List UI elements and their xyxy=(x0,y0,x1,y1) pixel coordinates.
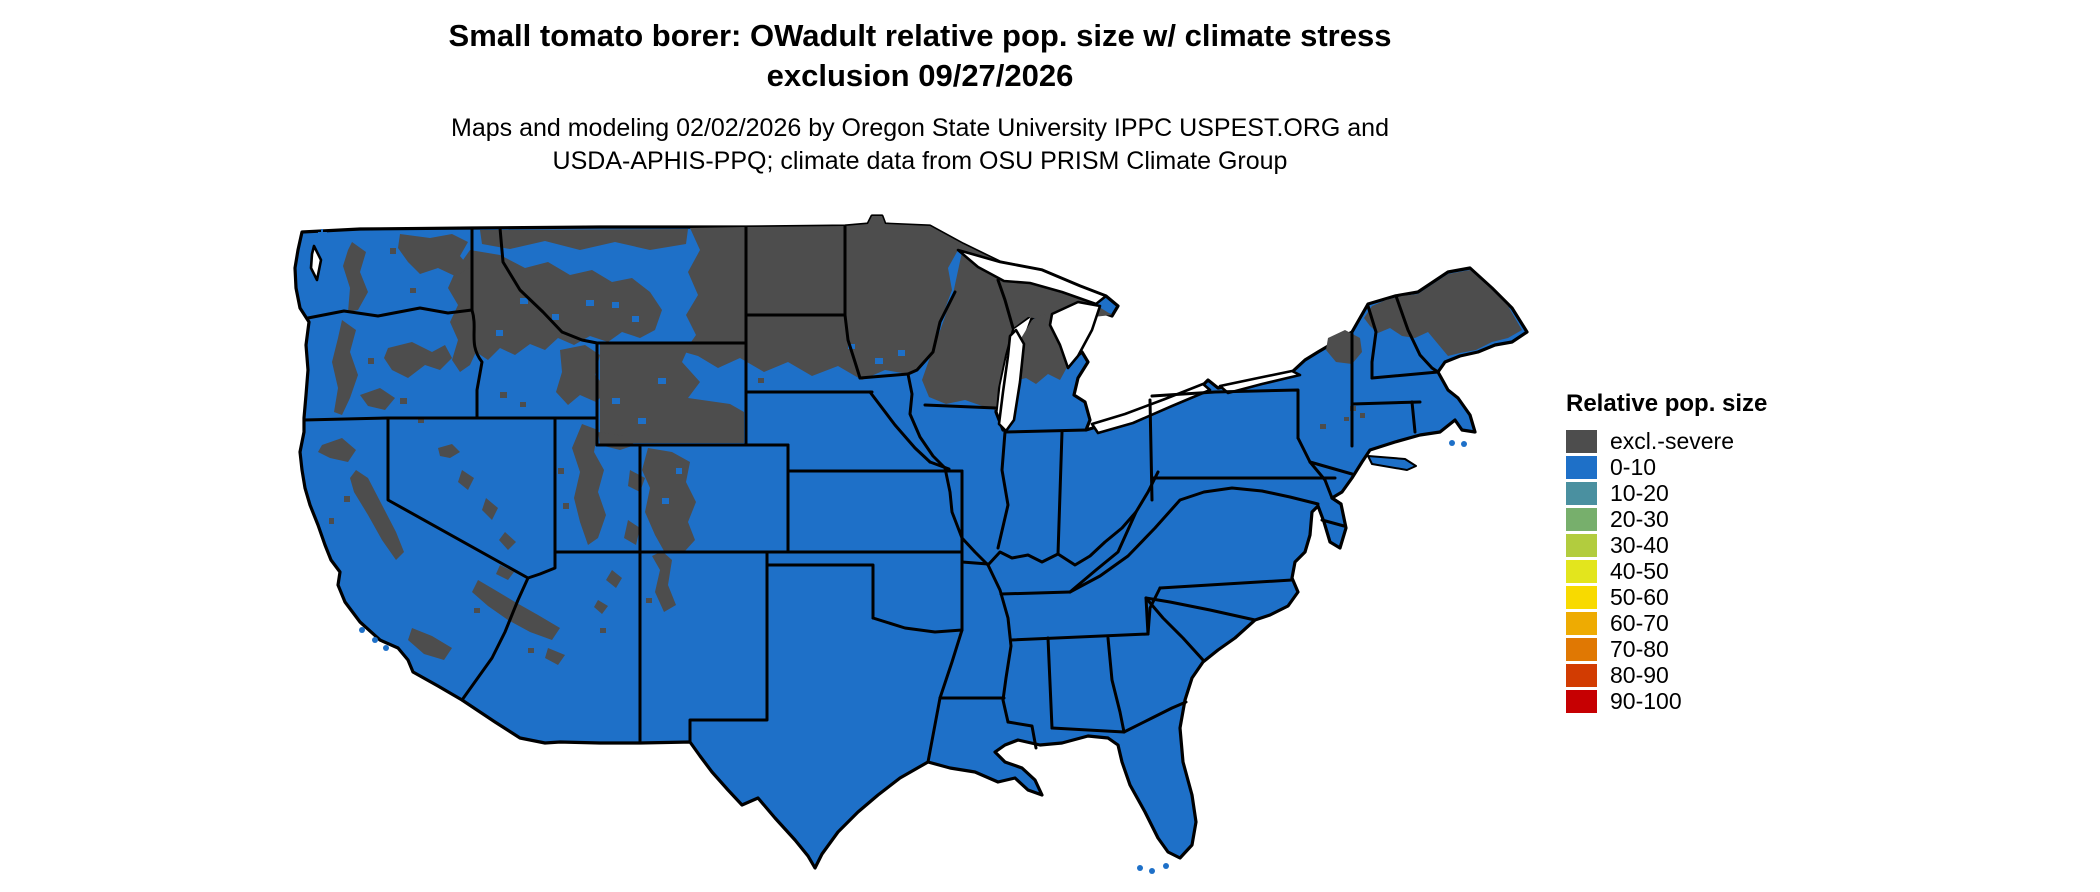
excluded-sierra-nevada xyxy=(350,470,404,560)
legend-item-label: 20-30 xyxy=(1610,505,1669,532)
florida-key xyxy=(1149,868,1155,874)
legend-item: excl.-severe xyxy=(1566,428,1767,454)
excluded-severe-regions xyxy=(318,216,1522,665)
excluded-nevada-1 xyxy=(438,444,460,458)
excluded-utah-wasatch xyxy=(572,424,606,545)
legend-item: 70-80 xyxy=(1566,636,1767,662)
excluded-north-arizona xyxy=(496,565,514,580)
legend-swatch xyxy=(1566,507,1597,531)
excluded-montana-top xyxy=(480,229,688,250)
excluded-blue-mountains xyxy=(384,342,452,378)
legend-item-label: 60-70 xyxy=(1610,609,1669,636)
nantucket-island xyxy=(1449,440,1455,446)
state-borders xyxy=(302,224,1440,764)
excluded-nm-west-1 xyxy=(606,570,622,588)
excluded-or-cascades xyxy=(332,320,358,415)
page-title-line1: Small tomato borer: OWadult relative pop… xyxy=(448,18,1392,53)
excluded-north-plains xyxy=(684,216,1000,380)
legend-items: excl.-severe 0-10 10-20 20-30 30-40 40-50 50-6… xyxy=(1566,428,1767,714)
legend-item: 40-50 xyxy=(1566,558,1767,584)
excluded-ne-washington xyxy=(398,234,470,276)
legend-item-label: 50-60 xyxy=(1610,583,1669,610)
legend-swatch xyxy=(1566,455,1597,479)
excluded-speckles xyxy=(329,248,1365,653)
legend-swatch xyxy=(1566,637,1597,661)
legend-title: Relative pop. size xyxy=(1566,390,1768,417)
excluded-nevada-2 xyxy=(458,470,474,490)
page-subtitle-line1: Maps and modeling 02/02/2026 by Oregon S… xyxy=(451,114,1389,142)
legend-swatch xyxy=(1566,585,1597,609)
legend-item-label: 80-90 xyxy=(1610,661,1669,688)
excluded-sangre-nm xyxy=(652,551,676,612)
long-island xyxy=(1367,455,1417,471)
legend-item-label: 70-80 xyxy=(1610,635,1669,662)
legend-swatch xyxy=(1566,429,1597,453)
excluded-socal-mountains xyxy=(408,628,452,660)
legend-swatch xyxy=(1566,533,1597,557)
legend: Relative pop. size excl.-severe 0-10 10-20… xyxy=(1566,390,1767,714)
excluded-wisconsin-up xyxy=(922,252,1112,410)
legend-swatch xyxy=(1566,689,1597,713)
excluded-nm-west-2 xyxy=(594,600,608,614)
channel-island xyxy=(383,645,389,651)
lake-michigan xyxy=(997,328,1026,433)
marthas-vineyard-island xyxy=(1461,441,1467,447)
excluded-se-arizona xyxy=(545,648,565,665)
excluded-nevada-4 xyxy=(499,532,516,550)
legend-item-label: 90-100 xyxy=(1610,687,1682,714)
legend-item-label: excl.-severe xyxy=(1610,427,1734,454)
page-subtitle-line2: USDA-APHIS-PPQ; climate data from OSU PR… xyxy=(552,147,1288,175)
excluded-nevada-3 xyxy=(482,498,498,520)
legend-item: 0-10 xyxy=(1566,454,1767,480)
puget-sound xyxy=(309,244,323,282)
excluded-south-oregon xyxy=(360,388,395,410)
legend-swatch xyxy=(1566,663,1597,687)
florida-key xyxy=(1163,863,1169,869)
lake-superior xyxy=(956,248,1108,306)
islands xyxy=(318,229,1467,874)
legend-item: 90-100 xyxy=(1566,688,1767,714)
legend-item-label: 10-20 xyxy=(1610,479,1669,506)
legend-item: 50-60 xyxy=(1566,584,1767,610)
excluded-se-idaho xyxy=(556,345,608,405)
legend-item-label: 40-50 xyxy=(1610,557,1669,584)
excluded-colorado-south xyxy=(624,520,640,545)
page-title-line2: exclusion 09/27/2026 xyxy=(766,58,1074,93)
channel-island xyxy=(359,627,365,633)
legend-swatch xyxy=(1566,481,1597,505)
legend-item: 20-30 xyxy=(1566,506,1767,532)
legend-item: 60-70 xyxy=(1566,610,1767,636)
florida-key xyxy=(1137,865,1143,871)
legend-swatch xyxy=(1566,611,1597,635)
legend-item-label: 0-10 xyxy=(1610,453,1657,480)
channel-island xyxy=(372,637,378,643)
excluded-maine-north-ne xyxy=(1364,270,1522,356)
excluded-mogollon-az xyxy=(472,580,560,640)
excluded-klamath xyxy=(318,438,356,462)
legend-item: 80-90 xyxy=(1566,662,1767,688)
lake-huron xyxy=(1048,300,1102,370)
san-juan-islands-marker xyxy=(321,229,323,237)
legend-swatch xyxy=(1566,559,1597,583)
excluded-wa-cascades xyxy=(343,242,368,312)
legend-item: 30-40 xyxy=(1566,532,1767,558)
legend-item-label: 30-40 xyxy=(1610,531,1669,558)
legend-item: 10-20 xyxy=(1566,480,1767,506)
excluded-wyoming xyxy=(600,344,744,443)
